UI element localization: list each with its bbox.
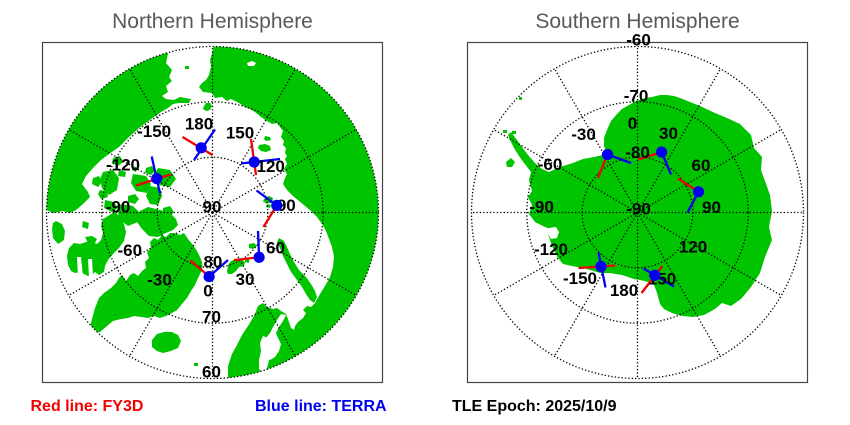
svg-text:60: 60 [692,156,711,175]
svg-text:-70: -70 [624,87,649,106]
svg-text:-90: -90 [529,198,554,217]
svg-text:90: 90 [277,196,296,215]
svg-text:180: 180 [185,115,213,134]
svg-text:0: 0 [203,282,212,301]
svg-text:120: 120 [257,157,285,176]
svg-text:-60: -60 [118,241,143,260]
svg-text:150: 150 [226,124,254,143]
svg-text:-60: -60 [538,155,563,174]
svg-text:-120: -120 [106,156,140,175]
svg-text:90: 90 [702,198,721,217]
svg-text:-80: -80 [625,143,650,162]
svg-text:0: 0 [628,114,637,133]
svg-text:30: 30 [236,270,255,289]
svg-text:-60: -60 [626,31,651,50]
svg-text:30: 30 [659,124,678,143]
svg-text:TLE Epoch: 2025/10/9: TLE Epoch: 2025/10/9 [452,398,617,415]
svg-text:-150: -150 [563,269,597,288]
svg-text:-120: -120 [534,240,568,259]
svg-text:60: 60 [202,363,221,382]
svg-text:Northern Hemisphere: Northern Hemisphere [112,10,313,33]
svg-text:-30: -30 [571,125,596,144]
svg-text:80: 80 [203,253,222,272]
svg-text:-90: -90 [106,198,131,217]
svg-text:120: 120 [679,238,707,257]
svg-text:-90: -90 [626,200,651,219]
svg-text:Red line: FY3D: Red line: FY3D [31,398,144,415]
svg-text:70: 70 [202,308,221,327]
svg-text:180: 180 [610,281,638,300]
svg-text:Southern Hemisphere: Southern Hemisphere [535,10,739,33]
svg-text:90: 90 [203,198,222,217]
svg-text:60: 60 [266,239,285,258]
svg-text:-150: -150 [137,122,171,141]
svg-text:Blue line: TERRA: Blue line: TERRA [255,398,387,415]
svg-text:-30: -30 [147,271,172,290]
